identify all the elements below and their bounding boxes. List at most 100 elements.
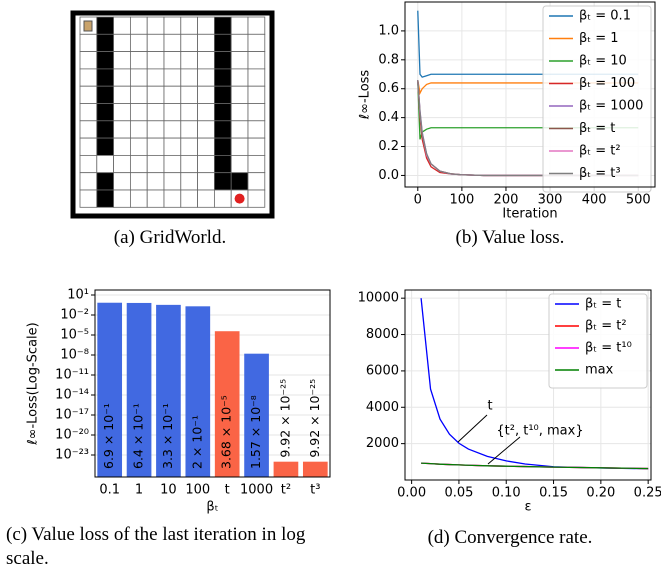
legend-label: βₜ = 100 [579, 76, 635, 91]
y-tick-label: 0.8 [378, 52, 399, 67]
charts: 0.00.20.40.60.81.00100200300400500βₜ = 0… [0, 0, 661, 579]
value-label: 9.92 × 10⁻²⁵ [307, 379, 322, 458]
x-tick-label: 0.25 [634, 486, 661, 501]
cell [147, 138, 164, 155]
legend-label: βₜ = 10 [579, 54, 627, 69]
bar [303, 462, 328, 477]
cell [130, 173, 147, 190]
x-axis-label: βₜ [206, 500, 218, 515]
cell [181, 173, 198, 190]
cell [147, 52, 164, 69]
cell [231, 104, 248, 121]
cell [248, 86, 265, 103]
wall [97, 52, 114, 69]
wall [97, 86, 114, 103]
value-label: 9.92 × 10⁻²⁵ [277, 379, 292, 458]
legend-label: βₜ = t³ [579, 166, 621, 181]
cell [248, 173, 265, 190]
cell [231, 121, 248, 138]
cell [248, 52, 265, 69]
caption: (d) Convergence rate. [410, 526, 610, 550]
cell [80, 86, 97, 103]
cell [114, 86, 131, 103]
y-tick-label: 10¹ [67, 287, 89, 302]
annotation: {t², t¹⁰, max} [496, 424, 583, 439]
cell [147, 17, 164, 34]
x-tick-label: 0.20 [586, 486, 615, 501]
legend-label: max [585, 363, 614, 378]
cell [181, 52, 198, 69]
x-tick-label: 0.10 [492, 486, 521, 501]
cell [114, 121, 131, 138]
cell [181, 155, 198, 172]
cell [214, 190, 231, 207]
y-axis-label: ℓ∞-Loss [358, 70, 373, 121]
cell [130, 155, 147, 172]
x-tick-label: 400 [582, 193, 607, 208]
wall [97, 190, 114, 207]
wall [214, 86, 231, 103]
cell [181, 17, 198, 34]
y-tick-label: 0.2 [378, 139, 399, 154]
cell [80, 155, 97, 172]
cell [147, 104, 164, 121]
cell [231, 17, 248, 34]
wall [97, 138, 114, 155]
y-tick-label: 0.0 [378, 168, 399, 183]
cell [231, 138, 248, 155]
cell [164, 190, 181, 207]
y-tick-label: 2000 [366, 436, 399, 451]
x-tick-label: 300 [538, 193, 563, 208]
legend-label: βₜ = t² [585, 319, 627, 334]
cell [198, 173, 215, 190]
cell [248, 155, 265, 172]
cell [181, 190, 198, 207]
cell [97, 155, 114, 172]
cell [198, 86, 215, 103]
cell [181, 69, 198, 86]
wall [214, 69, 231, 86]
agent-icon [84, 21, 92, 31]
caption: (c) Value loss of the last iteration in … [6, 523, 351, 571]
cell [80, 190, 97, 207]
y-tick-label: 1.0 [378, 23, 399, 38]
wall [97, 121, 114, 138]
wall [97, 17, 114, 34]
x-tick-label: 0 [414, 193, 422, 208]
y-tick-label: 10⁻²⁰ [55, 427, 89, 442]
cell [231, 86, 248, 103]
cell [80, 138, 97, 155]
legend-label: βₜ = t [585, 297, 621, 312]
cell [130, 17, 147, 34]
cell [248, 69, 265, 86]
wall [214, 138, 231, 155]
cell [114, 52, 131, 69]
cell [130, 104, 147, 121]
cell [164, 17, 181, 34]
figure: 0.00.20.40.60.81.00100200300400500βₜ = 0… [0, 0, 661, 579]
y-tick-label: 0.4 [378, 110, 399, 125]
y-tick-label: 10⁻⁵ [60, 327, 89, 342]
cell [181, 104, 198, 121]
cell [114, 34, 131, 51]
wall [214, 173, 231, 190]
cell [130, 34, 147, 51]
cell [248, 104, 265, 121]
y-tick-label: 6000 [366, 363, 399, 378]
y-tick-label: 10⁻⁸ [60, 347, 89, 362]
y-tick-label: 0.6 [378, 81, 399, 96]
y-tick-label: 10⁻²³ [55, 447, 89, 462]
cell [80, 104, 97, 121]
cell [181, 34, 198, 51]
cell [164, 121, 181, 138]
cell [130, 190, 147, 207]
cell [164, 34, 181, 51]
wall [214, 121, 231, 138]
cell [114, 155, 131, 172]
cell [114, 17, 131, 34]
legend-label: βₜ = 1 [579, 31, 619, 46]
cell [231, 34, 248, 51]
cell [80, 34, 97, 51]
cell [248, 34, 265, 51]
cell [164, 52, 181, 69]
